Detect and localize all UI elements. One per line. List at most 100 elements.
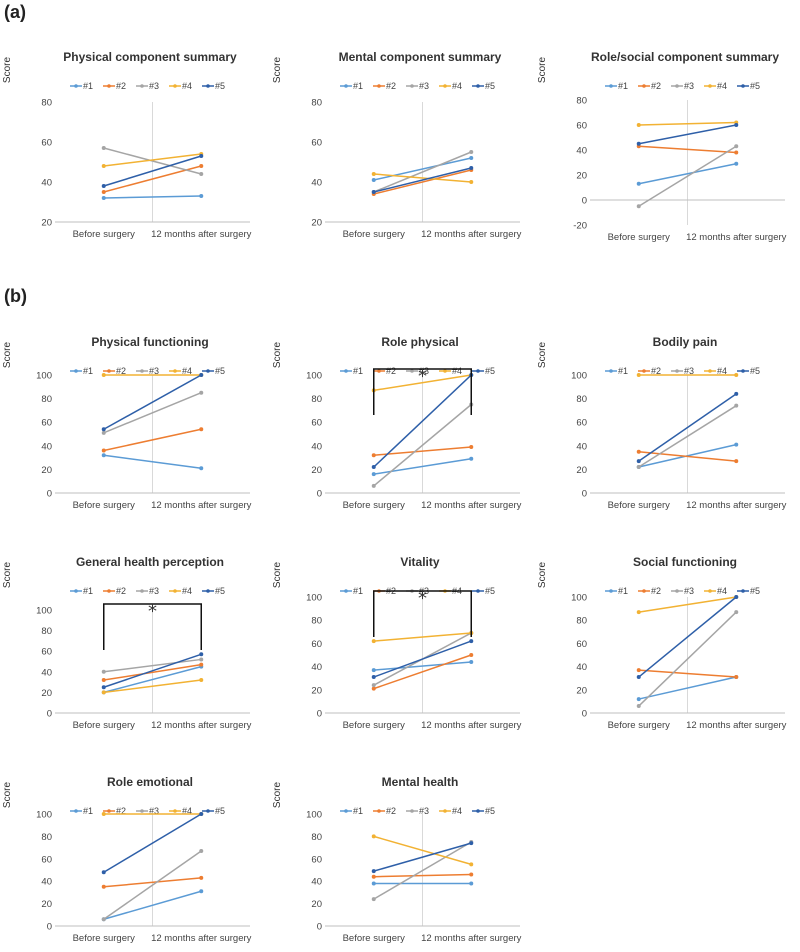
data-point	[371, 483, 376, 488]
x-category-label: 12 months after surgery	[686, 720, 787, 731]
legend-marker	[476, 809, 480, 813]
legend-marker	[206, 84, 210, 88]
legend-label: #3	[684, 586, 694, 596]
legend-marker	[74, 84, 78, 88]
legend-marker	[377, 369, 381, 373]
data-point	[469, 156, 474, 160]
legend-label: #2	[116, 81, 126, 91]
y-tick-label: 20	[576, 465, 587, 476]
legend-marker	[140, 809, 144, 813]
legend-label: #2	[386, 806, 396, 816]
series-3	[636, 610, 739, 709]
chart-1: Mental component summary Score #1 #2 #3 #4 #5 2…	[272, 50, 522, 240]
data-point	[734, 161, 739, 166]
series-4	[636, 373, 739, 377]
series-line	[638, 450, 737, 462]
legend-marker	[206, 809, 210, 813]
data-point	[199, 373, 204, 377]
series-5	[371, 166, 474, 194]
y-tick-label: 20	[41, 688, 52, 699]
data-point	[199, 164, 204, 168]
legend-item-4: #4	[169, 586, 192, 596]
legend-item-5: #5	[202, 586, 225, 596]
y-tick-label: 20	[41, 218, 52, 229]
legend-item-2: #2	[103, 586, 126, 596]
legend-marker	[140, 369, 144, 373]
series-5	[101, 373, 204, 432]
y-tick-label: 80	[576, 616, 587, 627]
y-tick-label: -20	[573, 221, 587, 232]
x-category-label: Before surgery	[73, 720, 136, 731]
data-point	[371, 874, 376, 879]
x-category-label: 12 months after surgery	[421, 933, 522, 944]
y-tick-label: 60	[576, 639, 587, 650]
series-line	[103, 653, 202, 688]
y-axis-label: Score	[2, 562, 13, 589]
legend-item-3: #3	[136, 806, 159, 816]
data-point	[469, 639, 474, 644]
legend-item-1: #1	[70, 81, 93, 91]
series-5	[636, 595, 739, 680]
data-point	[371, 869, 376, 874]
legend-marker	[344, 589, 348, 593]
legend-label: #1	[83, 366, 93, 376]
y-tick-label: 100	[36, 606, 52, 617]
legend-item-4: #4	[169, 366, 192, 376]
y-tick-label: 20	[311, 685, 322, 696]
data-point	[101, 448, 106, 453]
data-point	[101, 184, 106, 188]
series-5	[371, 841, 474, 874]
data-point	[636, 465, 641, 470]
series-2	[636, 668, 739, 680]
legend-marker	[675, 84, 679, 88]
legend-marker	[173, 809, 177, 813]
chart-title: Role emotional	[107, 775, 193, 789]
x-category-label: Before surgery	[73, 229, 136, 240]
panel-label-b: (b)	[4, 286, 27, 306]
y-tick-label: 0	[582, 489, 587, 500]
chart-title: Social functioning	[633, 555, 737, 569]
series-5	[101, 652, 204, 690]
data-point	[371, 190, 376, 194]
y-tick-label: 80	[311, 98, 322, 109]
data-point	[199, 875, 204, 880]
y-tick-label: 60	[41, 647, 52, 658]
legend-label: #4	[182, 586, 192, 596]
legend-item-4: #4	[439, 806, 462, 816]
series-line	[373, 842, 472, 872]
legend-label: #3	[149, 806, 159, 816]
legend-label: #5	[750, 586, 760, 596]
legend-label: #4	[452, 81, 462, 91]
legend-label: #2	[651, 81, 661, 91]
data-point	[199, 662, 204, 667]
significance-bracket	[373, 590, 472, 637]
legend-item-2: #2	[638, 366, 661, 376]
series-1	[371, 156, 474, 182]
data-point	[199, 652, 204, 657]
legend-marker	[74, 589, 78, 593]
data-point	[371, 465, 376, 470]
data-point	[636, 123, 641, 127]
data-point	[101, 146, 106, 150]
legend-label: #3	[419, 366, 429, 376]
series-1	[636, 161, 739, 186]
legend-item-1: #1	[70, 586, 93, 596]
data-point	[371, 472, 376, 477]
y-tick-label: 0	[317, 489, 322, 500]
y-axis-label: Score	[2, 57, 13, 84]
series-3	[101, 390, 204, 435]
series-line	[638, 124, 737, 145]
data-point	[371, 172, 376, 176]
legend-label: #5	[750, 81, 760, 91]
series-line	[103, 374, 202, 430]
data-point	[199, 657, 204, 662]
chart-title: General health perception	[76, 555, 224, 569]
legend-label: #1	[83, 81, 93, 91]
legend-marker	[74, 369, 78, 373]
y-tick-label: 0	[47, 489, 52, 500]
legend-item-5: #5	[737, 586, 760, 596]
y-tick-label: 20	[576, 171, 587, 182]
series-line	[373, 374, 472, 468]
series-line	[103, 877, 202, 888]
data-point	[101, 453, 106, 458]
